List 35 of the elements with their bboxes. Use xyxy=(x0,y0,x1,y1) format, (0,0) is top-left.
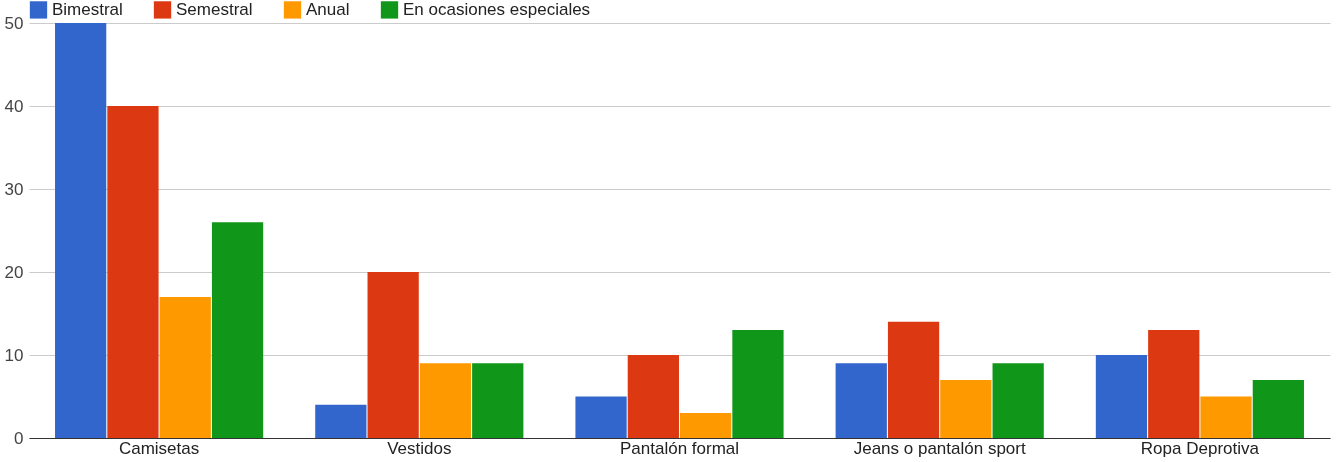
y-tick-label: 50 xyxy=(4,13,24,33)
y-tick-label: 30 xyxy=(4,179,24,199)
legend-label: Anual xyxy=(306,0,350,19)
bar xyxy=(211,222,264,438)
bar xyxy=(1200,396,1252,438)
y-tick-label: 0 xyxy=(14,428,24,448)
x-tick-label: Camisetas xyxy=(118,438,200,458)
bar xyxy=(575,396,627,438)
bar xyxy=(367,272,419,438)
bar xyxy=(315,404,367,438)
bar xyxy=(472,363,524,438)
legend-label: Bimestral xyxy=(52,0,123,19)
bar xyxy=(887,321,940,438)
bar xyxy=(940,379,992,438)
y-tick-label: 10 xyxy=(4,345,24,365)
bar xyxy=(680,413,732,438)
x-tick-label: Pantalón formal xyxy=(619,438,740,458)
bar xyxy=(992,363,1044,438)
legend-label: Semestral xyxy=(176,0,253,19)
x-tick-label: Ropa Deprotiva xyxy=(1140,438,1260,458)
y-tick-label: 40 xyxy=(4,96,24,116)
y-tick-label: 20 xyxy=(4,262,24,282)
bar xyxy=(1252,379,1304,438)
bar xyxy=(1095,355,1148,438)
x-tick-label: Vestidos xyxy=(387,438,452,458)
bar xyxy=(107,106,159,438)
bar xyxy=(1148,330,1200,438)
bar xyxy=(55,23,107,438)
bar xyxy=(419,363,472,438)
x-tick-label: Jeans o pantalón sport xyxy=(853,438,1026,458)
legend-label: En ocasiones especiales xyxy=(403,0,591,19)
bar xyxy=(835,363,887,438)
bar xyxy=(732,330,784,438)
bar xyxy=(159,296,211,438)
bar xyxy=(627,355,679,438)
